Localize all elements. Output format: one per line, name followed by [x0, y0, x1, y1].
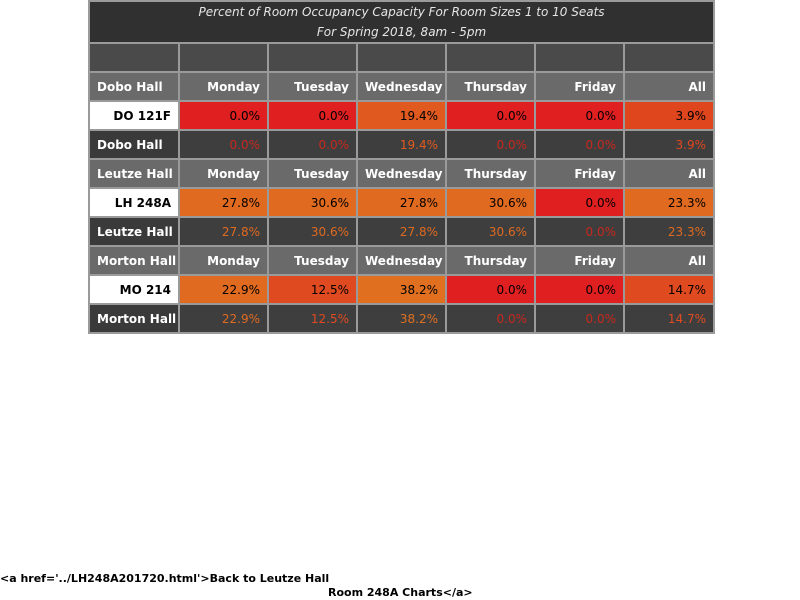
day-header: Friday	[534, 71, 625, 102]
day-header: Monday	[178, 71, 269, 102]
room-label: MO 214	[88, 274, 180, 305]
blank-header-row	[88, 42, 715, 73]
summary-value: 0.0%	[534, 216, 625, 247]
value-cell: 0.0%	[534, 187, 625, 218]
value-cell: 27.8%	[178, 187, 269, 218]
value-cell: 12.5%	[267, 274, 358, 305]
value-cell: 19.4%	[356, 100, 447, 131]
value-cell: 27.8%	[356, 187, 447, 218]
value-cell: 3.9%	[623, 100, 715, 131]
occupancy-table: Percent of Room Occupancy Capacity For R…	[88, 0, 715, 334]
value-cell: 0.0%	[534, 100, 625, 131]
summary-value: 0.0%	[445, 303, 536, 334]
summary-row: Morton Hall 22.9% 12.5% 38.2% 0.0% 0.0% …	[88, 303, 715, 334]
value-cell: 0.0%	[267, 100, 358, 131]
day-header: Friday	[534, 245, 625, 276]
hall-header: Morton Hall	[88, 245, 180, 276]
value-cell: 38.2%	[356, 274, 447, 305]
summary-value: 27.8%	[356, 216, 447, 247]
summary-label: Leutze Hall	[88, 216, 180, 247]
day-header: Wednesday	[356, 158, 447, 189]
day-header: Monday	[178, 245, 269, 276]
day-header: Thursday	[445, 245, 536, 276]
title-line-2: For Spring 2018, 8am - 5pm	[316, 25, 487, 39]
room-row: MO 214 22.9% 12.5% 38.2% 0.0% 0.0% 14.7%	[88, 274, 715, 305]
day-header: Thursday	[445, 71, 536, 102]
summary-value: 30.6%	[445, 216, 536, 247]
value-cell: 22.9%	[178, 274, 269, 305]
value-cell: 30.6%	[445, 187, 536, 218]
title-line-1: Percent of Room Occupancy Capacity For R…	[198, 5, 605, 19]
hall-header: Dobo Hall	[88, 71, 180, 102]
value-cell: 23.3%	[623, 187, 715, 218]
day-header: Wednesday	[356, 245, 447, 276]
value-cell: 0.0%	[445, 100, 536, 131]
day-header: Friday	[534, 158, 625, 189]
summary-value: 30.6%	[267, 216, 358, 247]
footer-link-text-line-1: <a href='../LH248A201720.html'>Back to L…	[0, 572, 330, 585]
summary-value: 38.2%	[356, 303, 447, 334]
summary-value: 19.4%	[356, 129, 447, 160]
section-header-row: Dobo Hall Monday Tuesday Wednesday Thurs…	[88, 71, 715, 102]
summary-value: 0.0%	[534, 303, 625, 334]
hall-header: Leutze Hall	[88, 158, 180, 189]
footer-link-text-line-2: Room 248A Charts</a>	[328, 586, 473, 599]
value-cell: 0.0%	[445, 274, 536, 305]
room-label: DO 121F	[88, 100, 180, 131]
summary-row: Leutze Hall 27.8% 30.6% 27.8% 30.6% 0.0%…	[88, 216, 715, 247]
room-label: LH 248A	[88, 187, 180, 218]
day-header: All	[623, 245, 715, 276]
value-cell: 30.6%	[267, 187, 358, 218]
day-header: All	[623, 158, 715, 189]
summary-label: Dobo Hall	[88, 129, 180, 160]
section-header-row: Morton Hall Monday Tuesday Wednesday Thu…	[88, 245, 715, 276]
summary-value: 14.7%	[623, 303, 715, 334]
summary-value: 12.5%	[267, 303, 358, 334]
summary-value: 0.0%	[445, 129, 536, 160]
day-header: Tuesday	[267, 71, 358, 102]
summary-value: 0.0%	[534, 129, 625, 160]
summary-value: 22.9%	[178, 303, 269, 334]
day-header: Monday	[178, 158, 269, 189]
day-header: Wednesday	[356, 71, 447, 102]
day-header: Tuesday	[267, 245, 358, 276]
section-header-row: Leutze Hall Monday Tuesday Wednesday Thu…	[88, 158, 715, 189]
summary-row: Dobo Hall 0.0% 0.0% 19.4% 0.0% 0.0% 3.9%	[88, 129, 715, 160]
room-row: DO 121F 0.0% 0.0% 19.4% 0.0% 0.0% 3.9%	[88, 100, 715, 131]
room-row: LH 248A 27.8% 30.6% 27.8% 30.6% 0.0% 23.…	[88, 187, 715, 218]
summary-value: 0.0%	[267, 129, 358, 160]
value-cell: 0.0%	[178, 100, 269, 131]
table-title: Percent of Room Occupancy Capacity For R…	[88, 0, 715, 44]
value-cell: 0.0%	[534, 274, 625, 305]
summary-value: 3.9%	[623, 129, 715, 160]
summary-value: 0.0%	[178, 129, 269, 160]
day-header: Thursday	[445, 158, 536, 189]
day-header: All	[623, 71, 715, 102]
summary-value: 23.3%	[623, 216, 715, 247]
summary-label: Morton Hall	[88, 303, 180, 334]
value-cell: 14.7%	[623, 274, 715, 305]
day-header: Tuesday	[267, 158, 358, 189]
summary-value: 27.8%	[178, 216, 269, 247]
